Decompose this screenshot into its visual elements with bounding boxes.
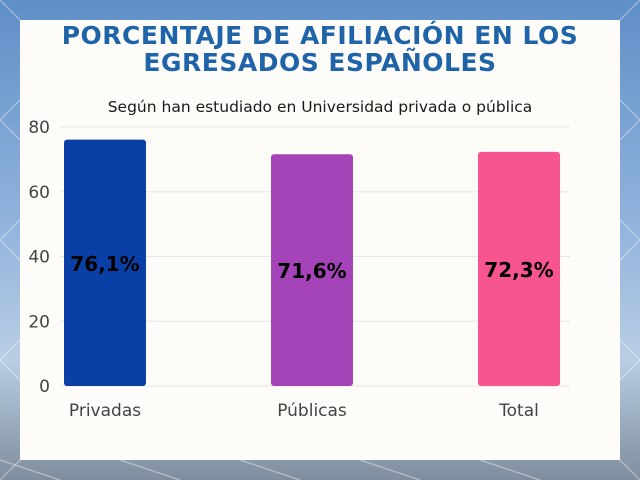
data-label: 72,3% <box>484 258 553 282</box>
x-tick-label: Total <box>498 401 539 421</box>
x-tick-label: Privadas <box>69 401 141 421</box>
x-tick-label: Públicas <box>277 401 347 421</box>
y-tick-label: 60 <box>28 183 50 203</box>
y-tick-label: 0 <box>39 377 50 397</box>
y-tick-label: 80 <box>28 118 50 138</box>
bar <box>271 154 353 386</box>
bar <box>478 151 560 386</box>
bar <box>64 139 146 386</box>
y-tick-label: 40 <box>28 248 50 268</box>
data-label: 71,6% <box>277 259 346 283</box>
y-tick-label: 20 <box>28 312 50 332</box>
chart-subtitle: Según han estudiado en Universidad priva… <box>107 98 533 116</box>
data-label: 76,1% <box>70 252 139 276</box>
chart-title: PORCENTAJE DE AFILIACIÓN EN LOS EGRESADO… <box>61 21 579 77</box>
